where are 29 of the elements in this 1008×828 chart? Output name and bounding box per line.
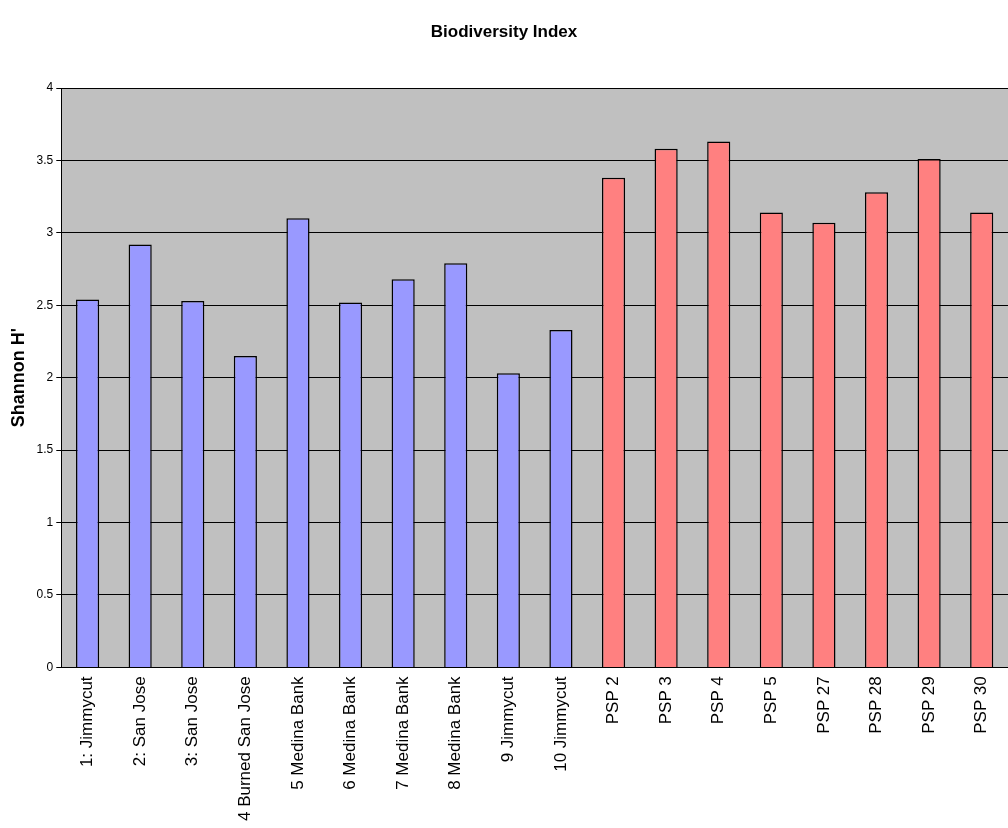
x-tick-label: PSP 5 xyxy=(761,676,781,725)
y-tick-label: 1 xyxy=(46,514,54,529)
x-tick-label: 1: Jimmycut xyxy=(77,676,97,768)
y-tick-label: 1.5 xyxy=(36,442,54,457)
x-tick-label: 8 Medina Bank xyxy=(445,675,465,790)
x-tick-label: PSP 28 xyxy=(866,676,886,734)
x-tick-label: 6 Medina Bank xyxy=(340,675,360,790)
y-tick-label: 2 xyxy=(46,370,54,385)
y-tick-label: 3 xyxy=(46,225,54,240)
y-tick-label: 0 xyxy=(46,659,54,674)
y-axis-title: Shannon H' xyxy=(7,328,28,428)
x-tick-label: 5 Medina Bank xyxy=(287,675,307,790)
x-tick-label: PSP 29 xyxy=(918,676,938,734)
y-tick-label: 0.5 xyxy=(36,587,54,602)
y-tick-label: 3.5 xyxy=(36,152,54,167)
x-tick-label: 4 Burned San Jose xyxy=(235,676,255,822)
x-tick-label: 9 Jimmycut xyxy=(498,676,518,763)
x-tick-label: PSP 27 xyxy=(813,676,833,734)
x-tick-label: 2: San Jose xyxy=(129,676,149,767)
chart-title: Biodiversity Index xyxy=(429,22,579,42)
x-tick-label: PSP 3 xyxy=(655,676,675,725)
y-tick-label: 4 xyxy=(46,80,54,95)
x-tick-label: 3: San Jose xyxy=(182,676,202,767)
y-tick-label: 2.5 xyxy=(36,297,54,312)
x-tick-label: PSP 2 xyxy=(603,676,623,725)
x-tick-label: 10 Jimmycut xyxy=(550,676,570,772)
x-tick-label: PSP 4 xyxy=(708,676,728,725)
x-tick-label: PSP 30 xyxy=(971,676,991,734)
x-tick-label: 7 Medina Bank xyxy=(392,675,412,790)
